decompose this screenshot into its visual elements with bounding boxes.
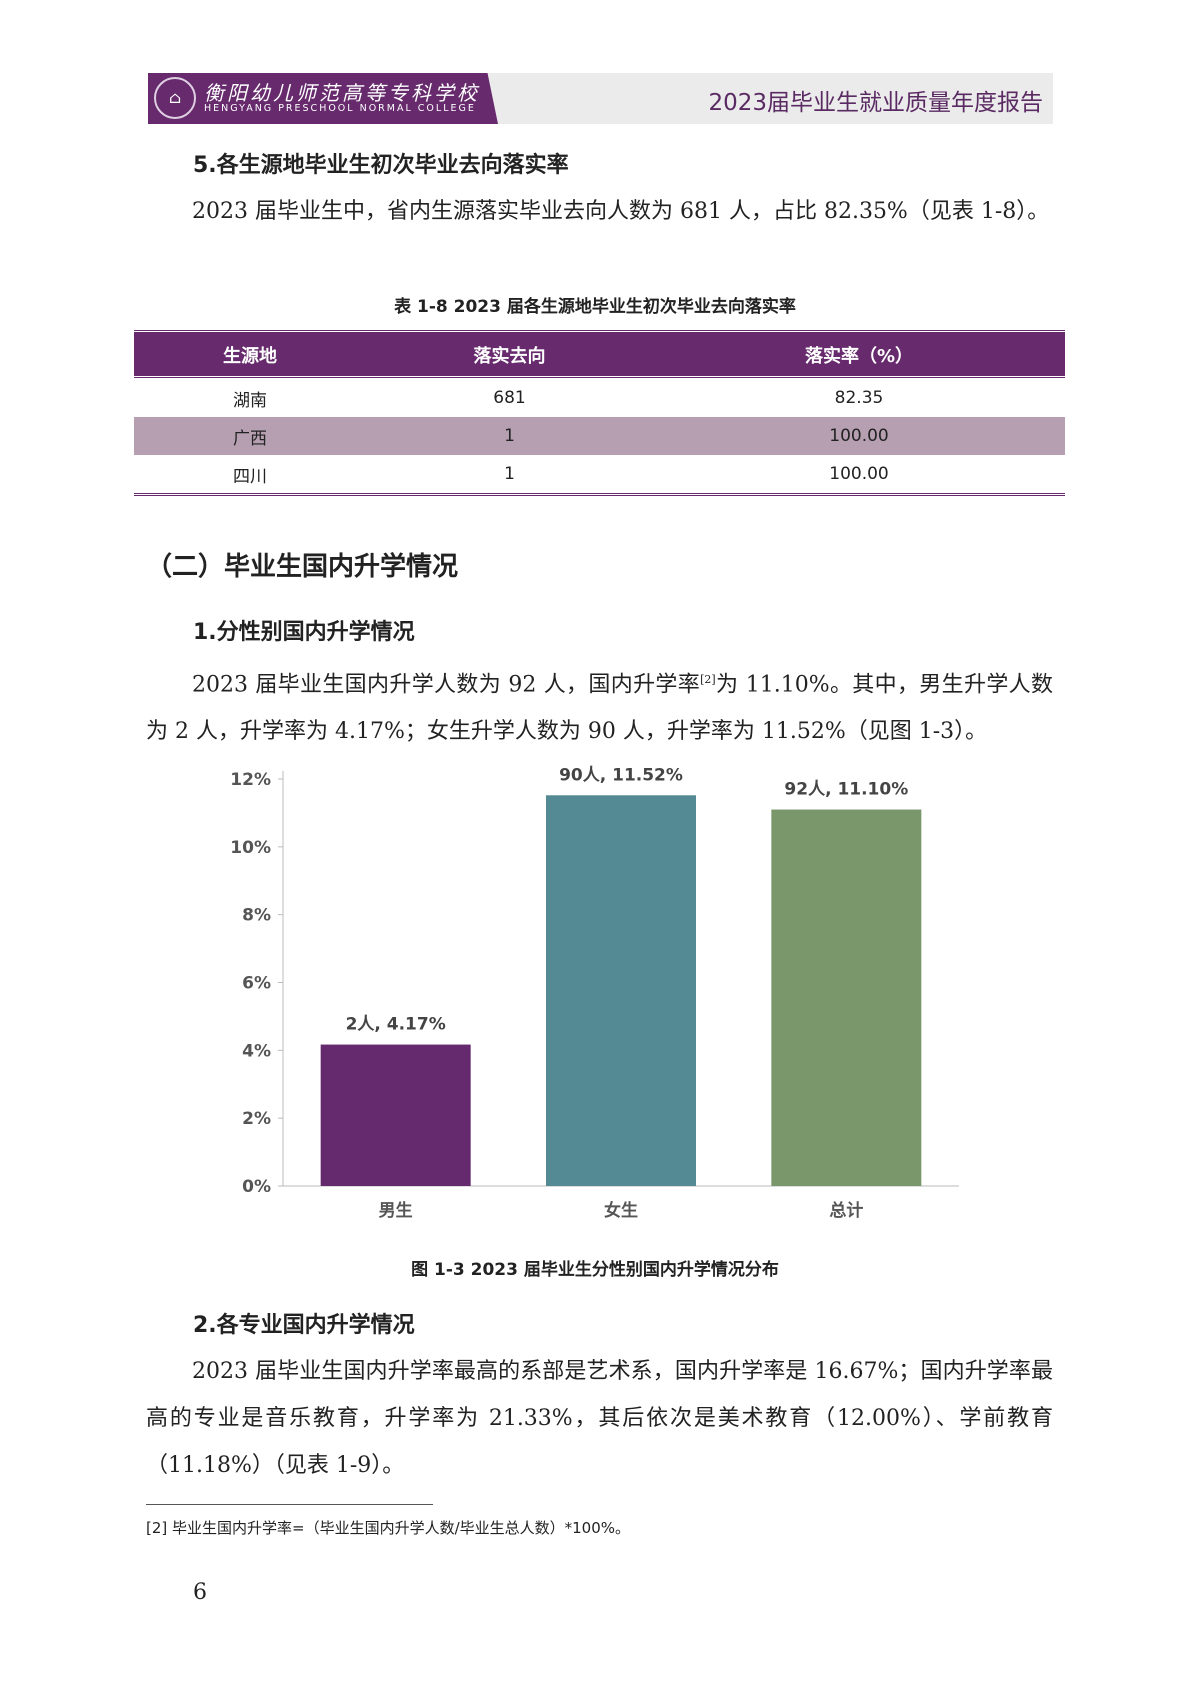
footnote: [2] 毕业生国内升学率=（毕业生国内升学人数/毕业生总人数）*100%。 <box>146 1519 631 1537</box>
school-logo-icon: ⌂ <box>154 77 196 119</box>
col-header: 生源地 <box>134 331 366 379</box>
page-number: 6 <box>193 1580 207 1605</box>
y-tick-label: 6% <box>242 974 271 994</box>
school-banner: ⌂ 衡阳幼儿师范高等专科学校 HENGYANG PRESCHOOL NORMAL… <box>148 73 498 124</box>
page-header: ⌂ 衡阳幼儿师范高等专科学校 HENGYANG PRESCHOOL NORMAL… <box>148 73 1053 124</box>
table-row: 广西 1 100.00 <box>134 417 1065 455</box>
cell: 四川 <box>233 466 267 487</box>
table-row: 湖南 681 82.35 <box>134 378 1065 418</box>
para-text: 2023 届毕业生国内升学人数为 92 人，国内升学率 <box>192 672 701 698</box>
para-text: 为 11.10%。其中，男生升学人数为 2 人，升学率为 4.17%；女生升学人… <box>146 672 1053 745</box>
x-tick-label: 男生 <box>379 1200 413 1221</box>
data-label: 90人, 11.52% <box>559 765 683 785</box>
cell: 100.00 <box>829 464 889 484</box>
footnote-ref[interactable]: [2] <box>700 673 716 686</box>
cell: 湖南 <box>233 390 267 411</box>
cell: 82.35 <box>834 388 884 408</box>
table-header-row: 生源地 落实去向 落实率（%） <box>134 331 1065 379</box>
y-tick-label: 0% <box>242 1177 271 1197</box>
subsection-2-title: 2.各专业国内升学情况 <box>193 1313 415 1338</box>
cell: 681 <box>493 388 526 408</box>
y-tick-label: 2% <box>242 1109 271 1129</box>
bar-2 <box>771 809 922 1186</box>
origin-table: 生源地 落实去向 落实率（%） 湖南 681 82.35 广西 1 100.00 四川 1… <box>134 330 1065 496</box>
school-name-cn: 衡阳幼儿师范高等专科学校 <box>204 81 480 105</box>
section-5-paragraph: 2023 届毕业生中，省内生源落实毕业去向人数为 681 人，占比 82.35%… <box>192 199 1050 224</box>
cell: 广西 <box>134 417 366 455</box>
section-2-title: （二）毕业生国内升学情况 <box>146 552 459 582</box>
bar-chart: 0% 2% 4% 6% 8% 10% 12% 2人, 4.17% 男生 90人, 11.52% 女生… <box>230 765 959 1221</box>
report-title: 2023届毕业生就业质量年度报告 <box>708 90 1043 116</box>
y-tick-label: 12% <box>230 770 271 790</box>
table-row: 四川 1 100.00 <box>134 455 1065 495</box>
subsection-1-paragraph: 2023 届毕业生国内升学人数为 92 人，国内升学率[2]为 11.10%。其… <box>146 656 1053 755</box>
col-header: 落实去向 <box>366 331 653 379</box>
cell: 1 <box>504 464 515 484</box>
data-label: 92人, 11.10% <box>784 780 908 800</box>
school-name-en: HENGYANG PRESCHOOL NORMAL COLLEGE <box>204 103 476 114</box>
cell: 1 <box>366 417 653 455</box>
y-tick-label: 4% <box>242 1041 271 1061</box>
x-tick-label: 总计 <box>829 1200 863 1221</box>
bar-1 <box>546 795 696 1186</box>
subsection-2-paragraph: 2023 届毕业生国内升学率最高的系部是艺术系，国内升学率是 16.67%；国内… <box>146 1359 1053 1478</box>
cell: 100.00 <box>653 417 1065 455</box>
section-5-title: 5.各生源地毕业生初次毕业去向落实率 <box>193 153 569 178</box>
table-caption: 表 1-8 2023 届各生源地毕业生初次毕业去向落实率 <box>394 297 796 317</box>
y-tick-label: 8% <box>242 906 271 926</box>
y-tick-label: 10% <box>230 838 271 858</box>
bar-0 <box>320 1044 471 1186</box>
footnote-divider <box>146 1504 433 1505</box>
x-tick-label: 女生 <box>604 1200 638 1221</box>
data-label: 2人, 4.17% <box>346 1015 446 1035</box>
figure-caption: 图 1-3 2023 届毕业生分性别国内升学情况分布 <box>411 1260 779 1280</box>
col-header: 落实率（%） <box>653 331 1065 379</box>
subsection-1-title: 1.分性别国内升学情况 <box>193 620 415 645</box>
